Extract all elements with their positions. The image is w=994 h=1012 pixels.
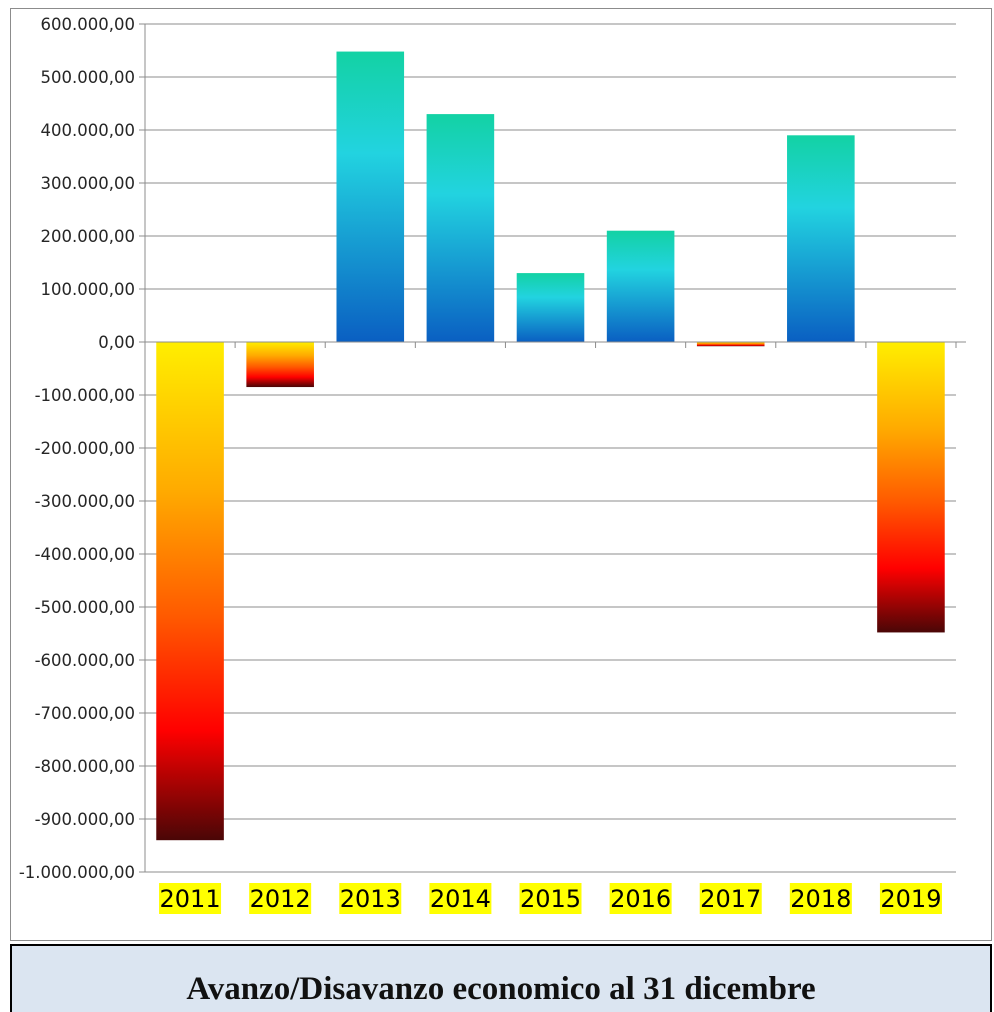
category-highlight: [429, 883, 492, 914]
bar-2013: [336, 51, 405, 343]
x-tick-label: 2014: [430, 885, 491, 913]
category-highlight: [609, 883, 672, 914]
category-highlight: [249, 883, 312, 914]
x-tick-label: 2013: [340, 885, 401, 913]
bar-2019: [877, 342, 945, 633]
category-highlight: [519, 883, 582, 914]
bar-2014: [426, 114, 495, 342]
y-tick-label: -200.000,00: [35, 439, 135, 458]
bar-2016: [606, 230, 675, 342]
y-tick-label: -800.000,00: [35, 757, 135, 776]
chart-title-box: Avanzo/Disavanzo economico al 31 dicembr…: [10, 944, 992, 1012]
bar-2017: [696, 342, 765, 347]
category-highlight: [159, 883, 222, 914]
bar-2011: [156, 342, 224, 841]
y-tick-label: -300.000,00: [35, 492, 135, 511]
chart-title: Avanzo/Disavanzo economico al 31 dicembr…: [186, 970, 816, 1007]
x-tick-label: 2011: [160, 885, 221, 913]
x-tick-label: 2018: [790, 885, 851, 913]
y-tick-label: 300.000,00: [41, 174, 135, 193]
y-tick-label: 0,00: [98, 333, 135, 352]
bars: [156, 51, 945, 841]
y-tick-label: 100.000,00: [41, 280, 135, 299]
x-tick-label: 2012: [250, 885, 311, 913]
x-tick-label: 2016: [610, 885, 671, 913]
y-tick-label: -900.000,00: [35, 810, 135, 829]
category-highlight: [879, 883, 942, 914]
bar-chart: 600.000,00 500.000,00 400.000,00 300.000,00…: [19, 15, 966, 914]
chart-area: 600.000,00 500.000,00 400.000,00 300.000,00…: [10, 8, 992, 941]
y-tick-label: 200.000,00: [41, 227, 135, 246]
y-tick-label: -600.000,00: [35, 651, 135, 670]
bar-2015: [516, 273, 585, 342]
bar-2012: [246, 342, 314, 388]
y-tick-label: -400.000,00: [35, 545, 135, 564]
y-tick-label: -700.000,00: [35, 704, 135, 723]
axes: [144, 24, 966, 872]
y-tick-label: 400.000,00: [41, 121, 135, 140]
category-highlight: [789, 883, 852, 914]
y-tick-label: -1.000.000,00: [19, 863, 135, 882]
y-tick-label: 600.000,00: [41, 15, 135, 34]
y-axis-tick-labels: 600.000,00 500.000,00 400.000,00 300.000,00…: [19, 15, 135, 882]
bar-2018: [787, 135, 855, 342]
category-highlight: [699, 883, 762, 914]
x-tick-label: 2015: [520, 885, 581, 913]
y-tick-label: -500.000,00: [35, 598, 135, 617]
x-tick-label: 2019: [880, 885, 941, 913]
x-tick-label: 2017: [700, 885, 761, 913]
y-tick-label: 500.000,00: [41, 68, 135, 87]
y-tick-label: -100.000,00: [35, 386, 135, 405]
category-highlight: [339, 883, 402, 914]
x-axis-tick-labels: 2011 2012 2013 2014 2015 2016 2017 2018 2019: [159, 883, 942, 914]
